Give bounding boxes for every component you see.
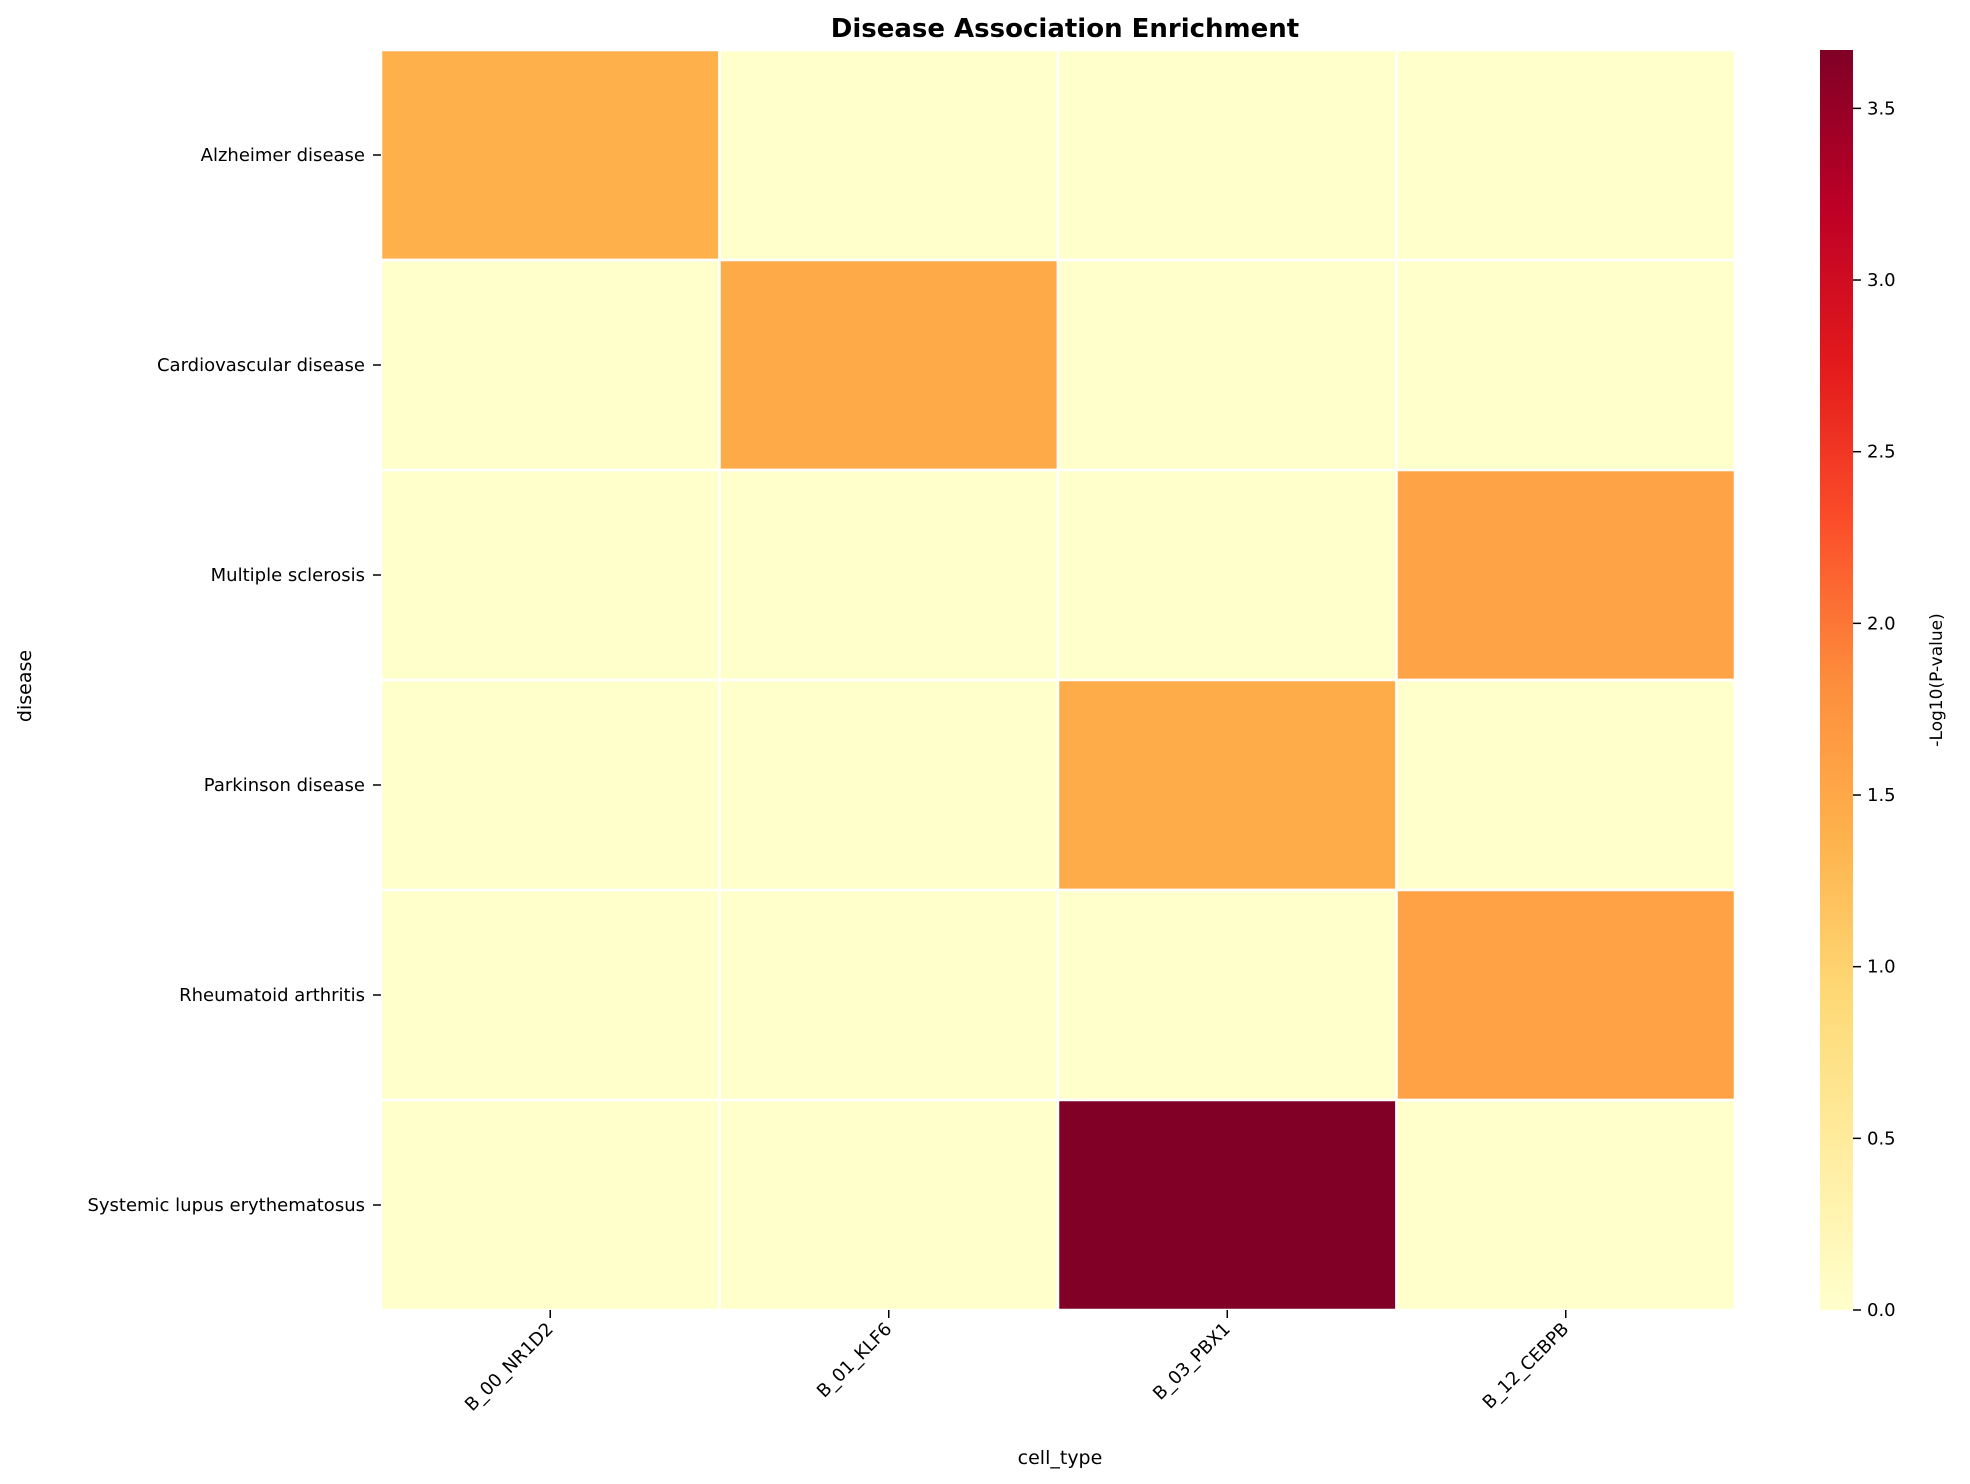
heatmap-cell [379,468,721,682]
heatmap-cell [718,678,1060,892]
x-tick-label: B_00_NR1D2 [461,1319,558,1416]
heatmap-cell [718,468,1060,682]
heatmap-cell [718,48,1060,262]
heatmap-cell [1395,48,1737,262]
colorbar-gradient [1820,50,1853,1310]
heatmap-cell [1395,888,1737,1102]
heatmap-cell [379,1098,721,1312]
heatmap-cells [379,48,1737,1312]
heatmap-cell [1395,258,1737,472]
chart-title: Disease Association Enrichment [831,14,1299,44]
colorbar-tick-label: 1.5 [1867,785,1896,806]
y-axis-label: disease [14,650,36,722]
colorbar-ticks: 0.0 0.5 1.0 1.5 2.0 2.5 3.0 3.5 [1853,98,1896,1321]
x-axis-label: cell_type [1018,1447,1103,1469]
colorbar-label: -Log10(P-value) [1927,613,1947,746]
colorbar-tick-label: 3.0 [1867,270,1896,291]
x-tick-label: B_03_PBX1 [1149,1319,1235,1405]
heatmap-cell [1056,888,1398,1102]
heatmap-cell [718,258,1060,472]
colorbar-tick-label: 1.0 [1867,957,1896,978]
heatmap-cell [718,1098,1060,1312]
colorbar-tick-label: 2.0 [1867,613,1896,634]
heatmap-cell [379,48,721,262]
y-tick-label: Cardiovascular disease [157,355,365,376]
heatmap-cell [1056,258,1398,472]
heatmap-cell [379,888,721,1102]
colorbar-tick-label: 0.0 [1867,1300,1896,1321]
heatmap-cell [1395,468,1737,682]
x-axis-ticks: B_00_NR1D2 B_01_KLF6 B_03_PBX1 B_12_CEBPB [461,1310,1573,1416]
heatmap-cell [379,678,721,892]
x-tick-label: B_12_CEBPB [1479,1319,1574,1414]
x-tick-label: B_01_KLF6 [813,1319,896,1402]
heatmap-cell [1056,678,1398,892]
y-axis-ticks: Alzheimer disease Cardiovascular disease M… [87,145,381,1216]
colorbar-tick-label: 2.5 [1867,442,1896,463]
y-tick-label: Rheumatoid arthritis [179,985,365,1006]
y-tick-label: Alzheimer disease [201,145,365,166]
colorbar-tick-label: 3.5 [1867,98,1896,119]
colorbar-tick-label: 0.5 [1867,1128,1896,1149]
y-tick-label: Systemic lupus erythematosus [87,1195,365,1216]
y-tick-label: Multiple sclerosis [211,565,365,586]
heatmap-cell [1395,1098,1737,1312]
heatmap-cell [379,258,721,472]
colorbar: 0.0 0.5 1.0 1.5 2.0 2.5 3.0 3.5 -Log10(P-value) [1820,50,1947,1321]
y-tick-label: Parkinson disease [204,775,365,796]
heatmap-cell [718,888,1060,1102]
heatmap-cell [1056,1098,1398,1312]
heatmap-cell [1395,678,1737,892]
heatmap-cell [1056,48,1398,262]
heatmap-cell [1056,468,1398,682]
